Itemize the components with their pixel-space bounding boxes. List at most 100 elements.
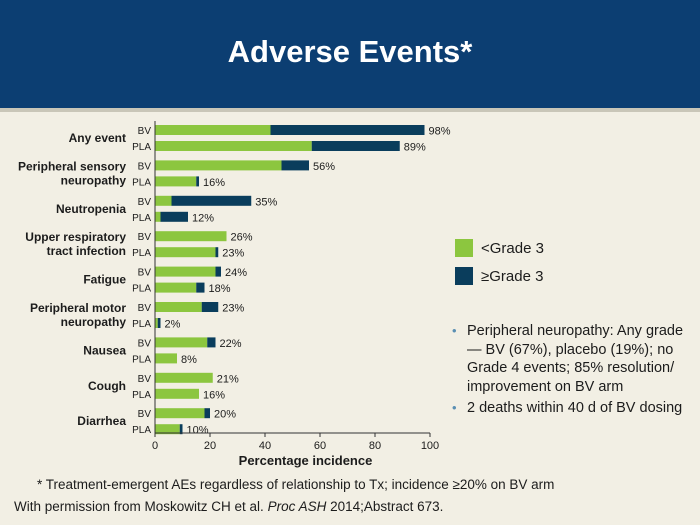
bar-segment-grade-lt3 bbox=[155, 408, 205, 419]
arm-label: PLA bbox=[132, 425, 151, 436]
arm-label: BV bbox=[138, 126, 152, 137]
data-label: 23% bbox=[222, 248, 244, 260]
arm-label: PLA bbox=[132, 390, 151, 401]
arm-label: PLA bbox=[132, 142, 151, 153]
data-label: 10% bbox=[187, 425, 209, 437]
category-label: Nausea bbox=[83, 343, 126, 357]
arm-label: PLA bbox=[132, 213, 151, 224]
data-label: 18% bbox=[209, 283, 231, 295]
arm-label: BV bbox=[138, 197, 152, 208]
notes-list: • Peripheral neuropathy: Any grade — BV … bbox=[452, 322, 688, 421]
credit-line: With permission from Moskowitz CH et al.… bbox=[14, 499, 443, 514]
data-label: 16% bbox=[203, 177, 225, 189]
arm-label: BV bbox=[138, 232, 152, 243]
bar-segment-grade-lt3 bbox=[155, 388, 199, 399]
legend-entry-grade-ge3: ≥Grade 3 bbox=[455, 267, 544, 285]
data-label: 23% bbox=[222, 303, 244, 315]
legend-label-grade-ge3: ≥Grade 3 bbox=[481, 267, 544, 285]
bar-segment-grade-ge3 bbox=[196, 282, 205, 293]
credit-suffix: 2014;Abstract 673. bbox=[326, 499, 444, 514]
chart-legend: <Grade 3 ≥Grade 3 bbox=[455, 239, 544, 295]
data-label: 98% bbox=[429, 126, 451, 138]
x-tick-label: 100 bbox=[421, 440, 439, 452]
bar-segment-grade-lt3 bbox=[155, 160, 282, 171]
credit-prefix: With permission from Moskowitz CH et al. bbox=[14, 499, 268, 514]
category-label: Peripheral sensory bbox=[18, 159, 126, 173]
x-tick-label: 60 bbox=[314, 440, 326, 452]
credit-journal: Proc ASH bbox=[267, 499, 327, 514]
bar-segment-grade-lt3 bbox=[155, 176, 197, 187]
category-label: tract infection bbox=[47, 244, 126, 258]
x-axis-title: Percentage incidence bbox=[239, 453, 373, 468]
x-tick-label: 0 bbox=[152, 440, 158, 452]
arm-label: BV bbox=[138, 268, 152, 279]
arm-label: BV bbox=[138, 338, 152, 349]
bar-segment-grade-ge3 bbox=[281, 160, 309, 171]
data-label: 24% bbox=[225, 267, 247, 279]
title-banner bbox=[0, 0, 700, 108]
arm-label: PLA bbox=[132, 354, 151, 365]
bar-segment-grade-lt3 bbox=[155, 353, 177, 364]
data-label: 26% bbox=[231, 232, 253, 244]
note-item: • 2 deaths within 40 d of BV dosing bbox=[452, 399, 688, 418]
bar-segment-grade-ge3 bbox=[201, 302, 219, 312]
data-label: 2% bbox=[165, 319, 181, 331]
data-label: 20% bbox=[214, 409, 236, 421]
bar-segment-grade-ge3 bbox=[311, 141, 400, 151]
arm-label: PLA bbox=[132, 284, 151, 295]
bar-segment-grade-lt3 bbox=[155, 211, 161, 222]
category-label: Diarrhea bbox=[77, 414, 126, 428]
note-item: • Peripheral neuropathy: Any grade — BV … bbox=[452, 322, 688, 396]
x-tick-label: 40 bbox=[259, 440, 271, 452]
bar-segment-grade-lt3 bbox=[155, 247, 216, 258]
bar-segment-grade-ge3 bbox=[196, 176, 199, 187]
data-label: 21% bbox=[217, 373, 239, 385]
bar-segment-grade-lt3 bbox=[155, 318, 158, 328]
note-text-neuropathy: Peripheral neuropathy: Any grade — BV (6… bbox=[467, 323, 684, 395]
category-label: neuropathy bbox=[61, 173, 127, 187]
x-tick-label: 80 bbox=[369, 440, 381, 452]
data-label: 89% bbox=[404, 142, 426, 154]
bar-segment-grade-lt3 bbox=[155, 372, 213, 383]
bar-segment-grade-ge3 bbox=[204, 408, 210, 419]
bar-segment-grade-lt3 bbox=[155, 282, 197, 293]
bar-segment-grade-ge3 bbox=[157, 318, 161, 328]
data-label: 56% bbox=[313, 161, 335, 173]
bullet-icon: • bbox=[452, 400, 457, 415]
x-tick-label: 20 bbox=[204, 440, 216, 452]
bar-segment-grade-ge3 bbox=[215, 247, 219, 258]
arm-label: PLA bbox=[132, 248, 151, 259]
category-label: Fatigue bbox=[83, 273, 126, 287]
page-title: Adverse Events* bbox=[227, 34, 473, 69]
bar-segment-grade-lt3 bbox=[155, 424, 180, 435]
bullet-icon: • bbox=[452, 323, 457, 338]
footnote: * Treatment-emergent AEs regardless of r… bbox=[37, 477, 555, 492]
bar-segment-grade-ge3 bbox=[207, 337, 216, 348]
category-label: Peripheral motor bbox=[30, 301, 126, 315]
bar-segment-grade-lt3 bbox=[155, 141, 312, 151]
data-label: 8% bbox=[181, 354, 197, 366]
legend-label-grade-lt3: <Grade 3 bbox=[481, 239, 544, 257]
bar-segment-grade-lt3 bbox=[155, 195, 172, 206]
bar-segment-grade-lt3 bbox=[155, 231, 227, 242]
arm-label: BV bbox=[138, 303, 152, 314]
bar-segment-grade-ge3 bbox=[160, 211, 188, 222]
bar-segment-grade-lt3 bbox=[155, 337, 208, 348]
legend-swatch-grade-lt3 bbox=[455, 239, 473, 257]
arm-label: BV bbox=[138, 161, 152, 172]
bar-segment-grade-lt3 bbox=[155, 266, 216, 277]
bar-segment-grade-lt3 bbox=[155, 125, 271, 135]
category-label: Cough bbox=[88, 379, 126, 393]
category-label: Upper respiratory bbox=[25, 230, 126, 244]
note-text-deaths: 2 deaths within 40 d of BV dosing bbox=[467, 400, 683, 416]
data-label: 22% bbox=[220, 338, 242, 350]
arm-label: BV bbox=[138, 409, 152, 420]
data-label: 35% bbox=[255, 196, 277, 208]
category-label: Any event bbox=[69, 131, 126, 145]
data-label: 16% bbox=[203, 389, 225, 401]
bar-segment-grade-ge3 bbox=[270, 125, 425, 135]
category-label: neuropathy bbox=[61, 315, 127, 329]
arm-label: PLA bbox=[132, 319, 151, 330]
bar-segment-grade-ge3 bbox=[171, 195, 252, 206]
